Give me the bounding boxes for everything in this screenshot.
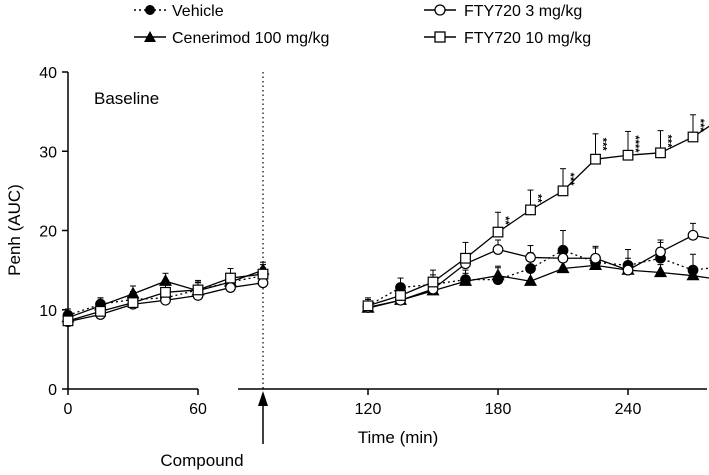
y-tick-label: 10 [39,303,57,320]
y-tick-label: 40 [39,65,57,82]
data-point-fty720-10-mg-kg [526,205,536,215]
data-point-fty720-3-mg-kg [493,245,503,255]
y-tick-label: 30 [39,144,57,161]
baseline-label: Baseline [94,89,159,108]
data-point-fty720-10-mg-kg [461,253,471,263]
data-point-fty720-10-mg-kg [63,316,73,326]
legend-item-vehicle: Vehicle [134,3,224,20]
data-point-fty720-10-mg-kg [396,291,406,301]
significance-fty720-10-mg-kg: ** [532,194,544,203]
legend-label-vehicle: Vehicle [172,3,224,20]
error-bar-group [65,85,709,321]
x-tick-label: 120 [355,401,382,418]
x-axis-title: Time (min) [358,428,439,447]
data-point-cenerimod-100-mg-kg [493,270,504,280]
significance-fty720-10-mg-kg: **** [629,135,641,153]
x-tick-label: 180 [485,401,512,418]
data-point-fty720-10-mg-kg [428,277,438,287]
data-point-vehicle [526,264,536,274]
data-point-fty720-10-mg-kg [193,285,203,295]
significance-fty720-10-mg-kg: ** [499,216,511,225]
legend-marker-fty720-10 [435,32,445,42]
data-point-fty720-10-mg-kg [363,301,373,311]
data-point-fty720-10-mg-kg [128,298,138,308]
y-axis-title: Penh (AUC) [5,184,24,276]
data-point-fty720-3-mg-kg [226,283,236,293]
legend-label-fty720-3: FTY720 3 mg/kg [464,3,582,20]
tick-group: 010203040060120180240300360420 [39,65,709,418]
data-point-fty720-10-mg-kg [688,132,698,142]
data-point-cenerimod-100-mg-kg [160,275,171,285]
legend-label-fty720-10: FTY720 10 mg/kg [464,30,591,47]
data-point-fty720-3-mg-kg [558,253,568,263]
x-tick-label: 60 [189,401,207,418]
y-tick-label: 0 [48,382,57,399]
x-tick-label: 0 [64,401,73,418]
significance-fty720-10-mg-kg: *** [564,173,576,187]
data-point-fty720-10-mg-kg [226,273,236,283]
data-point-fty720-3-mg-kg [623,265,633,275]
data-point-fty720-10-mg-kg [258,269,268,279]
data-point-fty720-3-mg-kg [526,253,536,263]
legend-item-cenerimod: Cenerimod 100 mg/kg [134,30,329,47]
data-point-fty720-10-mg-kg [558,186,568,196]
data-point-cenerimod-100-mg-kg [655,267,666,277]
significance-fty720-10-mg-kg: *** [597,138,609,152]
data-point-fty720-10-mg-kg [591,154,601,164]
legend: Vehicle Cenerimod 100 mg/kg FTY720 3 mg/… [134,3,591,47]
data-point-fty720-3-mg-kg [656,247,666,257]
data-point-fty720-3-mg-kg [591,253,601,263]
data-point-fty720-10-mg-kg [656,148,666,158]
legend-marker-fty720-3 [435,5,445,15]
data-point-fty720-10-mg-kg [161,288,171,298]
y-tick-label: 20 [39,224,57,241]
legend-item-fty720-10: FTY720 10 mg/kg [424,30,591,47]
x-tick-label: 240 [615,401,642,418]
compound-label: Compound [160,451,243,470]
compound-arrowhead [258,391,268,406]
data-point-fty720-10-mg-kg [493,227,503,237]
significance-fty720-10-mg-kg: *** [662,135,674,149]
data-point-fty720-10-mg-kg [96,307,106,317]
data-point-fty720-3-mg-kg [688,230,698,240]
significance-fty720-10-mg-kg: *** [694,119,706,133]
axes [68,72,707,389]
legend-label-cenerimod: Cenerimod 100 mg/kg [172,30,329,47]
legend-item-fty720-3: FTY720 3 mg/kg [424,3,582,20]
legend-marker-vehicle [145,5,155,15]
